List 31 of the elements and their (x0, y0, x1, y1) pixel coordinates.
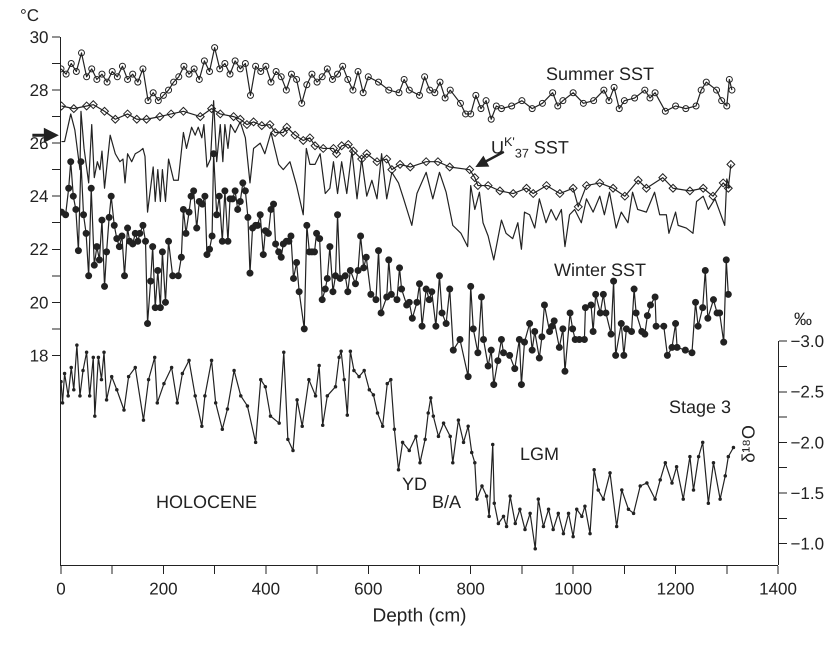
annotation: HOLOCENE (156, 492, 258, 512)
annotation: Stage 3 (669, 397, 732, 417)
y2-tick-label: −2.5 (790, 382, 824, 402)
annotation: B/A (432, 492, 462, 512)
x-tick-label: 1200 (656, 580, 694, 598)
series-label: U$^{K'}$$_{37}$ SST (491, 135, 569, 160)
x-tick-label: 200 (149, 580, 178, 598)
y-tick-label: 20 (30, 293, 48, 312)
y-tick-label: 28 (30, 81, 48, 100)
y-tick-label: 30 (30, 28, 48, 47)
x-tick-label: 1000 (554, 580, 592, 598)
y-axis-title: °C (20, 6, 40, 25)
x-axis-title: Depth (cm) (372, 605, 466, 626)
y2-axis-title: δ¹⁸O (738, 425, 758, 463)
y2-tick-label: −3.0 (790, 332, 824, 352)
series-label: Winter SST (554, 260, 646, 280)
x-tick-label: 600 (354, 580, 382, 598)
annotation: LGM (520, 444, 560, 464)
series-label: Summer SST (546, 64, 654, 84)
text: ‰ (794, 309, 812, 329)
annotation: YD (402, 474, 428, 494)
y2-tick-label: −2.0 (790, 433, 824, 452)
x-tick-label: 0 (56, 580, 66, 598)
y-tick-label: 18 (30, 346, 48, 366)
y2-tick-label: −1.5 (790, 484, 824, 504)
x-tick-label: 1400 (759, 580, 797, 598)
y-tick-label: 22 (30, 240, 48, 260)
x-tick-label: 800 (456, 580, 485, 598)
y-tick-label: 24 (30, 187, 48, 206)
y2-tick-label: −1.0 (790, 534, 824, 554)
x-tick-label: 400 (252, 580, 280, 598)
